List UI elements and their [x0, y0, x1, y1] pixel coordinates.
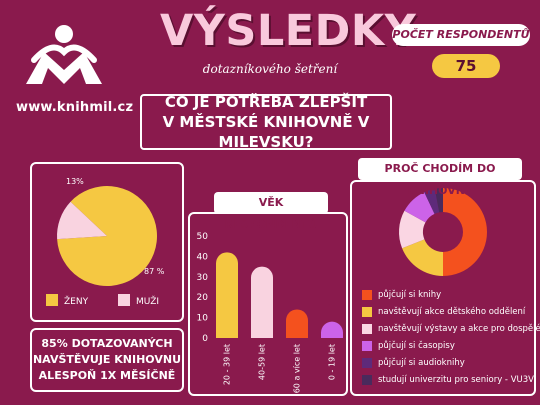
reasons-legend-item: půjčují si audioknihy [362, 354, 534, 371]
reasons-legend-label: navštěvují výstavy a akce pro dospělé [378, 323, 540, 334]
website-url: www.knihmil.cz [16, 100, 134, 115]
reasons-slice-0 [443, 188, 487, 276]
reasons-chart-title: PROČ CHODÍM DO KNIHOVNY [358, 158, 522, 197]
gender-value-label-0: 87 % [144, 267, 165, 276]
reasons-slice-2 [399, 210, 426, 249]
question-line-2: V MĚSTSKÉ KNIHOVNĚ V MILEVSKU? [162, 113, 370, 151]
gender-legend-label-1: MUŽI [136, 295, 159, 307]
stat-line-1: 85% DOTAZOVANÝCH [41, 337, 173, 350]
age-bar-chart: 0 10 20 30 40 50 20 - 39 let 40-59 let 60 a více… [197, 232, 343, 393]
age-ytick-2: 20 [197, 293, 209, 303]
gender-pie-chart: 87 % 13% ŽENY MUŽI [46, 177, 165, 307]
gender-legend-swatch-0 [46, 294, 58, 306]
age-ytick-1: 10 [197, 314, 209, 324]
question-line-1: CO JE POTŘEBA ZLEPŠIT [164, 93, 368, 111]
age-ytick-0: 0 [202, 334, 208, 344]
age-xtick-2: 60 a více let [293, 344, 302, 393]
reasons-legend-item: půjčují si knihy [362, 286, 534, 303]
age-ytick-5: 50 [197, 232, 209, 242]
reasons-legend-item: půjčují si časopisy [362, 337, 534, 354]
reasons-legend-item: studují univerzitu pro seniory - VU3V [362, 371, 534, 388]
gender-legend-swatch-1 [118, 294, 130, 306]
age-xtick-3: 0 - 19 let [328, 344, 337, 380]
age-ytick-4: 40 [197, 252, 209, 262]
reasons-slice-4 [424, 188, 440, 214]
age-chart-title: VĚK RESPONDENTŮ [214, 192, 328, 231]
reasons-chart-box: půjčují si knihy navštěvují akce dětského… [350, 180, 540, 396]
reasons-legend-swatch [362, 289, 372, 300]
gender-legend-label-0: ŽENY [64, 295, 89, 307]
age-chart-box: 0 10 20 30 40 50 20 - 39 let 40-59 let 60 a více… [188, 212, 348, 396]
age-bar-3 [321, 321, 343, 338]
age-xtick-1: 40-59 let [258, 344, 267, 380]
reasons-legend-label: půjčují si knihy [378, 289, 442, 300]
question-box: CO JE POTŘEBA ZLEPŠIT V MĚSTSKÉ KNIHOVNĚ… [140, 93, 392, 151]
reasons-slice-1 [402, 239, 443, 276]
visit-stat-box: 85% DOTAZOVANÝCH NAVŠTĚVUJE KNIHOVNU ALE… [30, 328, 184, 392]
age-xtick-0: 20 - 39 let [223, 344, 232, 385]
reasons-legend-item: navštěvují akce dětského oddělení [362, 303, 534, 320]
reasons-slice-3 [404, 192, 435, 223]
page-title: VÝSLEDKY [160, 6, 417, 56]
age-bar-2 [286, 309, 308, 338]
reasons-slice-5 [434, 188, 443, 213]
reasons-legend-swatch [362, 323, 372, 334]
reasons-legend-item: navštěvují výstavy a akce pro dospělé [362, 320, 540, 337]
stat-line-2: NAVŠTĚVUJE KNIHOVNU [32, 353, 182, 366]
gender-chart-box: 87 % 13% ŽENY MUŽI [30, 162, 184, 322]
respondents-count: 75 [432, 54, 500, 78]
reasons-legend-label: půjčují si časopisy [378, 340, 455, 351]
gender-slice-1 [57, 201, 107, 240]
gender-slice-0 [57, 186, 157, 286]
reasons-legend-swatch [362, 357, 372, 368]
reasons-legend-swatch [362, 306, 372, 317]
age-bar-0 [216, 252, 238, 338]
reasons-legend-label: navštěvují akce dětského oddělení [378, 306, 526, 317]
knihmil-logo [26, 25, 102, 84]
reasons-legend: půjčují si knihy navštěvují akce dětského… [352, 282, 540, 388]
reasons-legend-label: studují univerzitu pro seniory - VU3V [378, 374, 534, 385]
age-ytick-3: 30 [197, 273, 209, 283]
page-subtitle: dotazníkového šetření [202, 62, 338, 76]
stat-line-3: ALESPOŇ 1X MĚSÍČNĚ [38, 369, 176, 382]
reasons-donut-chart [399, 188, 487, 276]
reasons-legend-swatch [362, 340, 372, 351]
reasons-legend-swatch [362, 374, 372, 385]
respondents-label: POČET RESPONDENTŮ [392, 24, 530, 46]
age-bar-1 [251, 266, 273, 338]
gender-value-label-1: 13% [66, 177, 84, 186]
reasons-legend-label: půjčují si audioknihy [378, 357, 465, 368]
